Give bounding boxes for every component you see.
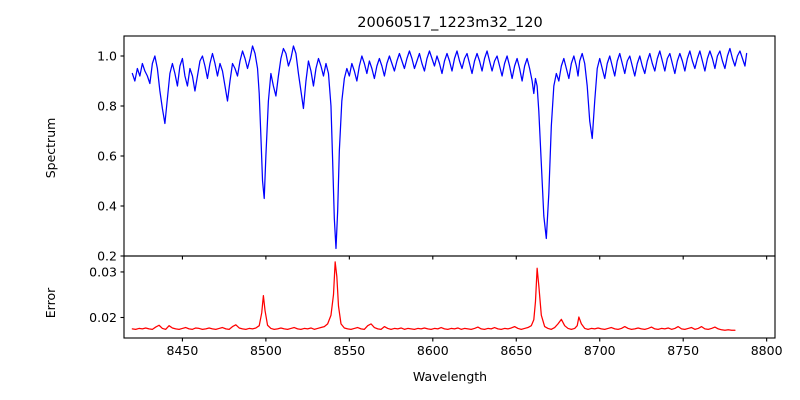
spectrum-y-axis-label: Spectrum [43,118,58,179]
x-tick-label: 8600 [417,343,449,358]
y-tick-label: 0.03 [89,264,117,279]
y-tick-label: 0.02 [89,310,117,325]
x-tick-label: 8550 [333,343,365,358]
plot-frame [123,255,776,339]
x-tick-label: 8500 [250,343,282,358]
y-tick-label: 0.6 [97,149,117,164]
y-tick-label: 0.4 [97,199,117,214]
x-tick-label: 8750 [667,343,699,358]
error-y-axis-label: Error [43,287,58,318]
error-line [131,261,736,331]
x-tick-label: 8450 [167,343,199,358]
x-tick-label: 8800 [751,343,783,358]
spectrum-line [131,45,748,250]
x-tick-label: 8650 [500,343,532,358]
x-tick-label: 8700 [584,343,616,358]
x-axis-label: Wavelength [413,369,487,384]
page-title: 20060517_1223m32_120 [357,15,542,31]
y-tick-label: 0.8 [97,99,117,114]
error-axes: 0.02 0.03 8450 8500 8550 8600 8650 8700 8750 8800 [89,255,783,358]
y-tick-label: 0.2 [97,249,117,264]
y-tick-label: 1.0 [97,49,117,64]
